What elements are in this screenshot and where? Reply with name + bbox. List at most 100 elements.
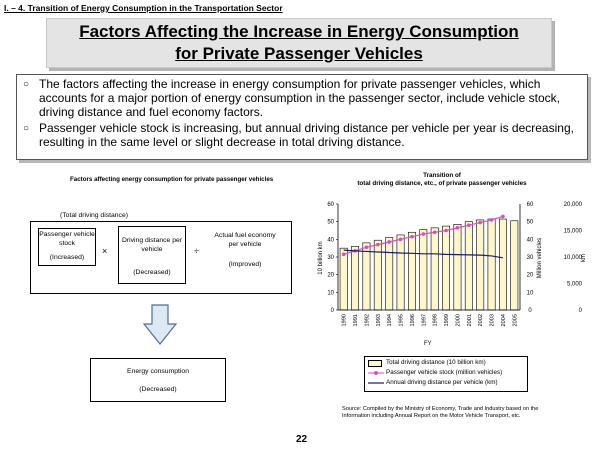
y-tick-label: 50 [327,220,334,226]
y2-tick-label: 30 [527,255,534,261]
distance-status: (Decreased) [133,269,171,276]
bar [510,220,519,311]
x-tick-label: 1999 [444,314,450,326]
source-note: Source: Compiled by the Ministry of Econ… [342,406,539,419]
stock-point [501,214,505,219]
bullet-item: ○ Passenger vehicle stock is increasing,… [23,121,581,149]
chart-title: total driving distance, etc., of private… [357,180,527,187]
stock-point [387,240,391,244]
bar [339,247,348,311]
stock-point [398,237,403,242]
legend-label: Total driving distance (10 billion km) [386,359,486,366]
bar [442,225,451,311]
stock-point [410,234,414,239]
bar [419,229,428,311]
x-tick-label: 1998 [433,314,439,326]
x-tick-label: 2003 [490,314,496,326]
x-tick-label: 1991 [353,314,359,326]
y2-tick-label: 60 [527,202,534,208]
multiply-icon: × [102,246,108,256]
x-tick-label: 2005 [512,314,518,326]
legend-item: Annual driving distance per vehicle (km) [368,378,524,388]
fuel-factor-box: Actual fuel economy per vehicle (Improve… [214,228,276,284]
x-tick-label: 2002 [478,314,484,326]
bar [498,218,507,311]
y-tick-label: 40 [327,237,334,243]
chart-legend: Total driving distance (10 billion km) P… [364,356,528,392]
legend-item: Total driving distance (10 billion km) [368,358,524,368]
bar [373,239,382,311]
stock-point [478,220,482,225]
x-tick-label: 1995 [399,314,405,326]
fuel-status: (Improved) [228,261,262,268]
bar [396,234,405,311]
diagram-title: Factors affecting energy consumption for… [70,176,274,183]
bullet-text: The factors affecting the increase in en… [39,77,560,119]
title-line-1: Factors Affecting the Increase in Energy… [79,22,519,41]
y2-axis-title: Million vehicles [537,238,543,278]
bullet-circle-icon: ○ [23,79,30,90]
distance-line [343,249,504,259]
stock-factor-box: Passenger vehicle stock (Increased) [38,228,96,266]
bullet-item: ○ The factors affecting the increase in … [23,77,581,119]
y2-tick-label: 40 [527,237,534,243]
distance-factor-box: Driving distance per vehicle (Decreased) [118,226,186,284]
bar [464,221,473,311]
x-tick-label: 1993 [376,314,382,326]
bar [407,231,416,311]
stock-point [455,226,460,230]
stock-point [364,245,369,250]
stock-point [467,223,471,227]
y-tick-label: 30 [327,255,334,261]
legend-stock-swatch [368,371,384,375]
stock-point [421,232,426,236]
legend-label: Passenger vehicle stock (million vehicle… [386,369,503,376]
y2-tick-label: 0 [528,308,532,314]
bar [362,242,371,311]
summary-box: ○ The factors affecting the increase in … [16,74,588,160]
section-label: I. – 4. Transition of Energy Consumption… [4,3,283,13]
y3-tick-label: 5,000 [567,282,583,288]
chart-title: Transition of [423,172,462,179]
y3-tick-label: 10,000 [564,255,583,261]
total-driving-label: (Total driving distance) [60,212,128,219]
stock-label: Passenger vehicle stock [39,231,95,247]
y2-tick-label: 50 [527,220,534,226]
y-tick-label: 0 [331,308,335,314]
y3-tick-label: 15,000 [564,229,583,235]
x-tick-label: 1994 [387,314,393,326]
y-tick-label: 10 [327,290,334,296]
legend-distance-swatch [368,382,384,384]
y3-tick-label: 20,000 [564,202,583,208]
y2-tick-label: 10 [527,290,534,296]
y3-axis-title: km [581,254,587,262]
x-tick-label: 1996 [410,314,416,326]
stock-status: (Increased) [49,254,85,261]
bar [430,227,439,311]
legend-label: Annual driving distance per vehicle (km) [386,379,498,386]
bar [351,246,360,311]
x-tick-label: 1997 [421,314,427,326]
stock-point [432,230,437,235]
bar [476,219,485,311]
x-tick-label: 2000 [455,314,461,326]
legend-bar-swatch [368,359,382,367]
stock-point [376,242,380,247]
total-driving-frame [30,221,292,294]
title-line-2: for Private Passenger Vehicles [175,44,423,63]
stock-point [341,252,346,257]
x-tick-label: 2004 [501,314,507,326]
y2-tick-label: 20 [527,273,534,279]
x-tick-label: 1992 [364,314,370,326]
fuel-label: Actual fuel economy per vehicle [214,232,276,248]
y-tick-label: 60 [327,202,334,208]
page-title: Factors Affecting the Increase in Energy… [46,18,552,68]
x-axis-label: FY [424,341,432,347]
bar [453,224,462,311]
bar [487,218,496,311]
energy-result-box: Energy consumption (Decreased) [90,358,226,402]
y3-tick-label: 0 [579,308,583,314]
y-tick-label: 20 [327,273,334,279]
down-arrow-icon [142,304,178,345]
